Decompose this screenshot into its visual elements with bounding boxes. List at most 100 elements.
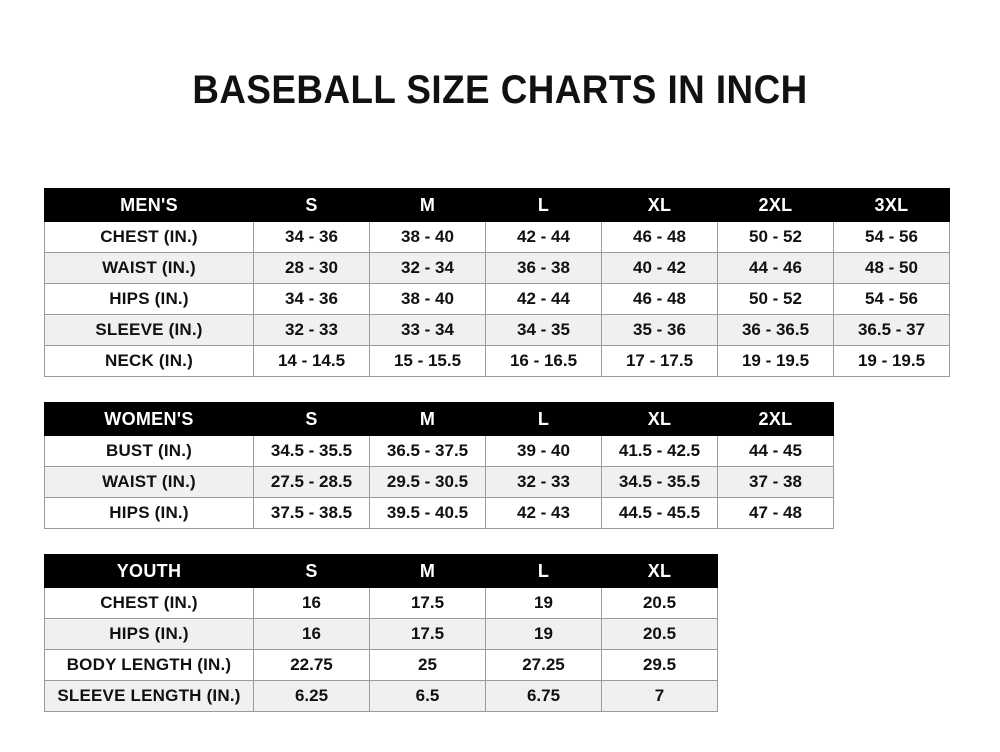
cell-youth-sleeve-length-m: 6.5 bbox=[369, 680, 486, 712]
row-label-waist: WAIST (IN.) bbox=[44, 466, 254, 498]
cell-mens-sleeve-m: 33 - 34 bbox=[369, 314, 486, 346]
cell-mens-waist-m: 32 - 34 bbox=[369, 252, 486, 284]
youth-corner-label: YOUTH bbox=[44, 554, 254, 588]
cell-youth-body-length-s: 22.75 bbox=[253, 649, 370, 681]
table-row: SLEEVE (IN.) 32 - 33 33 - 34 34 - 35 35 … bbox=[44, 314, 950, 346]
table-row: CHEST (IN.) 16 17.5 19 20.5 bbox=[44, 587, 718, 619]
cell-mens-sleeve-s: 32 - 33 bbox=[253, 314, 370, 346]
row-label-hips: HIPS (IN.) bbox=[44, 497, 254, 529]
cell-mens-sleeve-l: 34 - 35 bbox=[485, 314, 602, 346]
cell-youth-hips-m: 17.5 bbox=[369, 618, 486, 650]
size-tables-container: MEN'S S M L XL 2XL 3XL CHEST (IN.) 34 - … bbox=[44, 188, 950, 737]
mens-size-header-m: M bbox=[369, 188, 486, 222]
cell-womens-hips-2xl: 47 - 48 bbox=[717, 497, 834, 529]
row-label-waist: WAIST (IN.) bbox=[44, 252, 254, 284]
cell-womens-bust-2xl: 44 - 45 bbox=[717, 435, 834, 467]
cell-womens-waist-l: 32 - 33 bbox=[485, 466, 602, 498]
cell-mens-hips-m: 38 - 40 bbox=[369, 283, 486, 315]
row-label-chest: CHEST (IN.) bbox=[44, 587, 254, 619]
cell-mens-hips-2xl: 50 - 52 bbox=[717, 283, 834, 315]
cell-youth-hips-s: 16 bbox=[253, 618, 370, 650]
cell-womens-hips-xl: 44.5 - 45.5 bbox=[601, 497, 718, 529]
cell-womens-bust-xl: 41.5 - 42.5 bbox=[601, 435, 718, 467]
cell-youth-sleeve-length-s: 6.25 bbox=[253, 680, 370, 712]
youth-size-header-xl: XL bbox=[601, 554, 718, 588]
cell-mens-hips-3xl: 54 - 56 bbox=[833, 283, 950, 315]
cell-youth-hips-xl: 20.5 bbox=[601, 618, 718, 650]
cell-womens-hips-s: 37.5 - 38.5 bbox=[253, 497, 370, 529]
cell-womens-bust-s: 34.5 - 35.5 bbox=[253, 435, 370, 467]
table-row: SLEEVE LENGTH (IN.) 6.25 6.5 6.75 7 bbox=[44, 680, 718, 712]
womens-size-table: WOMEN'S S M L XL 2XL BUST (IN.) 34.5 - 3… bbox=[44, 402, 834, 529]
row-label-chest: CHEST (IN.) bbox=[44, 221, 254, 253]
cell-mens-waist-xl: 40 - 42 bbox=[601, 252, 718, 284]
row-label-bust: BUST (IN.) bbox=[44, 435, 254, 467]
cell-mens-waist-s: 28 - 30 bbox=[253, 252, 370, 284]
cell-youth-sleeve-length-l: 6.75 bbox=[485, 680, 602, 712]
cell-mens-neck-s: 14 - 14.5 bbox=[253, 345, 370, 377]
youth-header-row: YOUTH S M L XL bbox=[44, 554, 718, 588]
table-row: BUST (IN.) 34.5 - 35.5 36.5 - 37.5 39 - … bbox=[44, 435, 834, 467]
mens-size-table: MEN'S S M L XL 2XL 3XL CHEST (IN.) 34 - … bbox=[44, 188, 950, 377]
table-row: HIPS (IN.) 34 - 36 38 - 40 42 - 44 46 - … bbox=[44, 283, 950, 315]
cell-mens-neck-m: 15 - 15.5 bbox=[369, 345, 486, 377]
cell-womens-waist-2xl: 37 - 38 bbox=[717, 466, 834, 498]
cell-mens-neck-2xl: 19 - 19.5 bbox=[717, 345, 834, 377]
row-label-hips: HIPS (IN.) bbox=[44, 283, 254, 315]
row-label-neck: NECK (IN.) bbox=[44, 345, 254, 377]
womens-size-header-m: M bbox=[369, 402, 486, 436]
cell-mens-chest-m: 38 - 40 bbox=[369, 221, 486, 253]
cell-youth-body-length-m: 25 bbox=[369, 649, 486, 681]
cell-mens-neck-l: 16 - 16.5 bbox=[485, 345, 602, 377]
cell-mens-hips-l: 42 - 44 bbox=[485, 283, 602, 315]
mens-size-header-s: S bbox=[253, 188, 370, 222]
cell-youth-chest-xl: 20.5 bbox=[601, 587, 718, 619]
youth-size-table: YOUTH S M L XL CHEST (IN.) 16 17.5 19 20… bbox=[44, 554, 718, 712]
cell-youth-chest-s: 16 bbox=[253, 587, 370, 619]
row-label-sleeve: SLEEVE (IN.) bbox=[44, 314, 254, 346]
cell-mens-waist-2xl: 44 - 46 bbox=[717, 252, 834, 284]
cell-womens-hips-m: 39.5 - 40.5 bbox=[369, 497, 486, 529]
table-row: BODY LENGTH (IN.) 22.75 25 27.25 29.5 bbox=[44, 649, 718, 681]
table-row: HIPS (IN.) 16 17.5 19 20.5 bbox=[44, 618, 718, 650]
youth-size-header-m: M bbox=[369, 554, 486, 588]
cell-youth-hips-l: 19 bbox=[485, 618, 602, 650]
mens-corner-label: MEN'S bbox=[44, 188, 254, 222]
cell-youth-sleeve-length-xl: 7 bbox=[601, 680, 718, 712]
row-label-body-length: BODY LENGTH (IN.) bbox=[44, 649, 254, 681]
cell-womens-bust-m: 36.5 - 37.5 bbox=[369, 435, 486, 467]
cell-womens-waist-xl: 34.5 - 35.5 bbox=[601, 466, 718, 498]
cell-mens-neck-3xl: 19 - 19.5 bbox=[833, 345, 950, 377]
womens-header-row: WOMEN'S S M L XL 2XL bbox=[44, 402, 834, 436]
row-label-hips: HIPS (IN.) bbox=[44, 618, 254, 650]
cell-mens-sleeve-xl: 35 - 36 bbox=[601, 314, 718, 346]
table-row: WAIST (IN.) 28 - 30 32 - 34 36 - 38 40 -… bbox=[44, 252, 950, 284]
mens-size-header-xl: XL bbox=[601, 188, 718, 222]
cell-womens-waist-m: 29.5 - 30.5 bbox=[369, 466, 486, 498]
cell-mens-chest-3xl: 54 - 56 bbox=[833, 221, 950, 253]
cell-youth-chest-l: 19 bbox=[485, 587, 602, 619]
cell-mens-waist-3xl: 48 - 50 bbox=[833, 252, 950, 284]
youth-size-header-l: L bbox=[485, 554, 602, 588]
page-title: BASEBALL SIZE CHARTS IN INCH bbox=[192, 68, 808, 112]
cell-mens-sleeve-2xl: 36 - 36.5 bbox=[717, 314, 834, 346]
cell-mens-hips-xl: 46 - 48 bbox=[601, 283, 718, 315]
cell-mens-chest-2xl: 50 - 52 bbox=[717, 221, 834, 253]
cell-womens-hips-l: 42 - 43 bbox=[485, 497, 602, 529]
womens-size-header-l: L bbox=[485, 402, 602, 436]
mens-size-header-2xl: 2XL bbox=[717, 188, 834, 222]
cell-mens-neck-xl: 17 - 17.5 bbox=[601, 345, 718, 377]
womens-size-header-2xl: 2XL bbox=[717, 402, 834, 436]
mens-size-header-3xl: 3XL bbox=[833, 188, 950, 222]
cell-mens-waist-l: 36 - 38 bbox=[485, 252, 602, 284]
mens-header-row: MEN'S S M L XL 2XL 3XL bbox=[44, 188, 950, 222]
mens-size-header-l: L bbox=[485, 188, 602, 222]
womens-corner-label: WOMEN'S bbox=[44, 402, 254, 436]
cell-womens-bust-l: 39 - 40 bbox=[485, 435, 602, 467]
youth-size-header-s: S bbox=[253, 554, 370, 588]
cell-mens-hips-s: 34 - 36 bbox=[253, 283, 370, 315]
womens-size-header-s: S bbox=[253, 402, 370, 436]
cell-mens-sleeve-3xl: 36.5 - 37 bbox=[833, 314, 950, 346]
womens-size-header-xl: XL bbox=[601, 402, 718, 436]
